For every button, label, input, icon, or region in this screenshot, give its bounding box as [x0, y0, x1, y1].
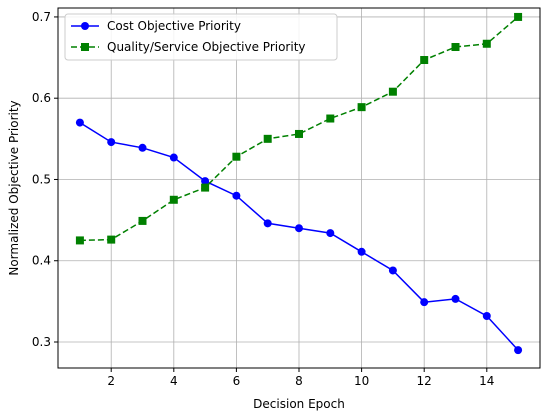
y-tick-label: 0.6: [32, 91, 51, 105]
data-point: [107, 235, 116, 244]
series-2: [75, 12, 523, 245]
legend-label: Quality/Service Objective Priority: [107, 40, 306, 54]
axis-ticks: 2 4 6 8 10 12 14 0.3 0.4 0.5 0.6 0.7: [32, 10, 495, 388]
data-point: [388, 87, 397, 96]
x-tick-label: 10: [354, 374, 369, 388]
legend-box: [64, 13, 338, 61]
data-point: [514, 346, 523, 355]
data-point: [482, 311, 491, 320]
x-tick-label: 14: [479, 374, 494, 388]
data-point: [357, 247, 366, 256]
data-point: [201, 183, 210, 192]
x-axis-label: Decision Epoch: [253, 397, 345, 411]
y-tick-label: 0.4: [32, 254, 51, 268]
series-1: [75, 118, 523, 355]
x-tick-label: 2: [107, 374, 115, 388]
data-point: [451, 43, 460, 52]
legend: Cost Objective Priority Quality/Service O…: [64, 13, 338, 61]
grid: [58, 8, 540, 368]
data-point: [232, 152, 241, 161]
data-point: [75, 236, 84, 245]
data-point: [326, 114, 335, 123]
y-axis-label: Normalized Objective Priority: [7, 100, 21, 275]
data-point: [201, 177, 210, 186]
legend-item: Quality/Service Objective Priority: [71, 40, 306, 54]
y-tick-label: 0.5: [32, 172, 51, 186]
y-tick-label: 0.7: [32, 10, 51, 24]
data-point: [295, 224, 303, 233]
legend-marker: [81, 22, 89, 30]
data-point: [514, 12, 523, 21]
data-point: [169, 195, 178, 204]
x-tick-label: 12: [417, 374, 432, 388]
data-point: [295, 129, 303, 138]
data-point: [263, 134, 272, 143]
data-point: [138, 216, 147, 225]
data-point: [388, 266, 397, 275]
legend-label: Cost Objective Priority: [107, 19, 241, 33]
x-tick-label: 6: [233, 374, 241, 388]
x-tick-label: 4: [170, 374, 178, 388]
series-area: [75, 12, 523, 355]
data-point: [169, 153, 178, 162]
data-point: [420, 56, 429, 65]
data-point: [75, 118, 84, 127]
legend-marker: [81, 43, 89, 51]
data-point: [107, 138, 116, 147]
data-point: [451, 294, 460, 303]
data-point: [326, 229, 335, 238]
y-tick-label: 0.3: [32, 335, 51, 349]
legend-item: Cost Objective Priority: [71, 19, 241, 33]
data-point: [232, 191, 241, 200]
x-tick-label: 8: [295, 374, 303, 388]
data-point: [263, 219, 272, 228]
data-point: [482, 39, 491, 48]
data-point: [138, 143, 147, 152]
data-point: [420, 298, 429, 307]
data-point: [357, 103, 366, 112]
